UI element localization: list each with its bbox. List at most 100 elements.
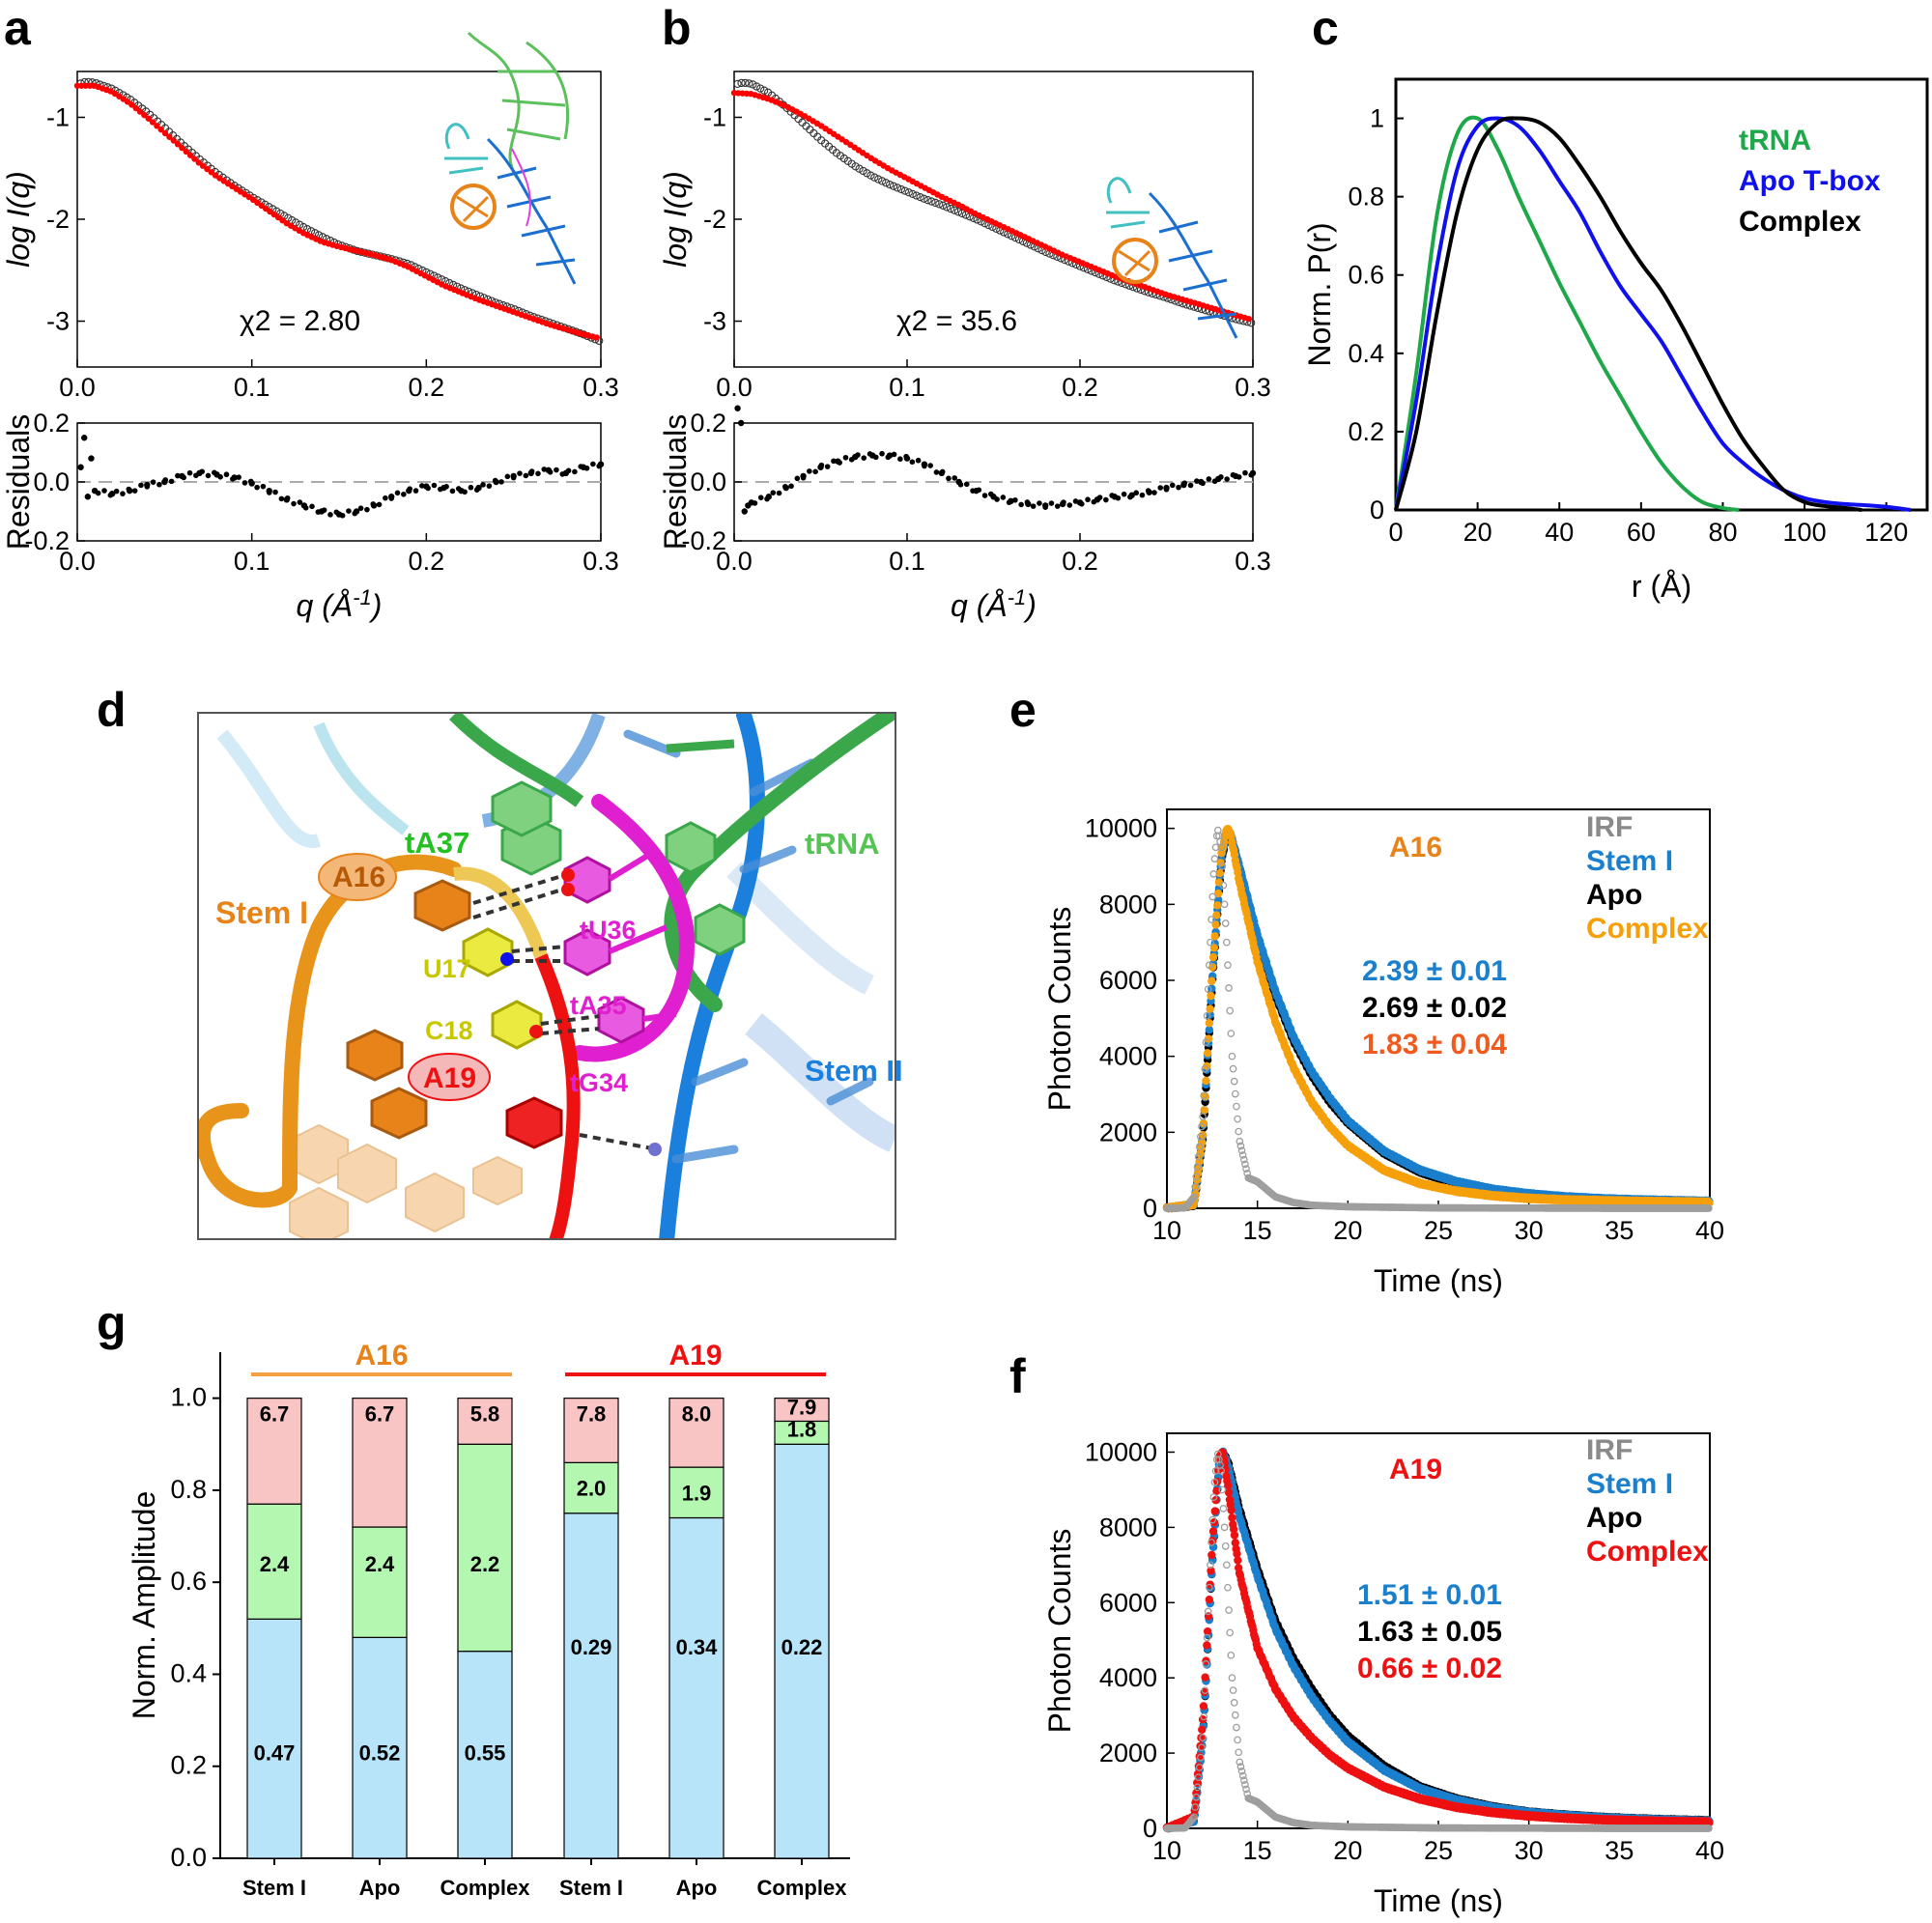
decay-point-irf xyxy=(1222,938,1231,947)
residual-point xyxy=(84,494,92,500)
data-point-fit xyxy=(170,137,177,144)
residual-point xyxy=(437,486,443,493)
chi-square-annotation: χ2 = 35.6 xyxy=(896,305,1017,337)
y-axis-label: Photon Counts xyxy=(1042,907,1077,1112)
residual-point xyxy=(1006,499,1012,505)
inset-stem xyxy=(1148,191,1238,339)
residual-point xyxy=(1211,478,1218,485)
residual-point xyxy=(284,495,291,501)
residual-point xyxy=(376,501,383,508)
residual-point xyxy=(818,462,825,468)
residual-point xyxy=(412,488,419,494)
label-A19: A19 xyxy=(423,1062,476,1094)
data-point-experimental xyxy=(737,78,746,88)
y-tick-label: -0.2 xyxy=(24,526,70,555)
residual-point xyxy=(346,508,352,514)
data-point-fit xyxy=(136,108,144,115)
x-axis-label: q (Å-1) xyxy=(297,585,383,624)
decay-point-irf xyxy=(1233,1102,1240,1111)
y-tick-label: 0 xyxy=(1370,495,1384,524)
residual-point xyxy=(131,488,138,494)
data-point-experimental xyxy=(867,171,875,180)
panel-label-a: a xyxy=(4,1,32,55)
residual-point xyxy=(952,475,958,481)
decay-point-irf xyxy=(1210,855,1219,863)
residual-point xyxy=(394,490,401,496)
data-point-experimental xyxy=(756,84,765,93)
residual-point xyxy=(565,467,572,474)
residual-point xyxy=(842,454,849,461)
residual-point xyxy=(596,463,602,469)
data-point-experimental xyxy=(920,194,928,203)
residual-point xyxy=(150,479,156,485)
x-tick-label: 0.0 xyxy=(716,547,753,576)
residual-point xyxy=(933,469,940,475)
residual-point xyxy=(903,453,909,460)
residual-point xyxy=(963,481,970,488)
y-tick-label: -3 xyxy=(703,307,726,336)
inset-structure-thumbnail xyxy=(444,31,577,285)
data-point-experimental xyxy=(874,175,883,184)
residual-point xyxy=(824,464,831,469)
x-tick-label: 0.1 xyxy=(889,373,925,402)
data-point-experimental xyxy=(950,206,959,214)
y-tick-label: -1 xyxy=(703,102,726,131)
residual-point xyxy=(113,488,120,495)
residual-point xyxy=(1169,482,1176,489)
residual-point xyxy=(425,485,431,492)
x-axis-label: r (Å) xyxy=(1632,569,1691,604)
residual-point xyxy=(517,470,523,476)
panel-label-f: f xyxy=(1009,1349,1026,1403)
residual-point xyxy=(1042,504,1048,510)
residual-point xyxy=(734,405,741,411)
x-axis-label: q (Å-1) xyxy=(951,585,1037,624)
data-point-experimental xyxy=(893,184,902,192)
decay-point-complex xyxy=(1203,1049,1212,1058)
residual-point xyxy=(1061,499,1066,505)
y-tick-label: 1 xyxy=(1370,104,1384,133)
residual-point xyxy=(957,481,964,488)
residual-point xyxy=(1103,496,1109,503)
data-point-fit xyxy=(174,141,182,148)
inset-core xyxy=(1112,238,1158,284)
residual-point xyxy=(1115,495,1122,501)
residual-point xyxy=(302,505,309,511)
panel-f: 10 15 20 25 30 35 400200040006000800010000Phot… xyxy=(1042,1432,1724,1918)
residual-point xyxy=(315,509,322,515)
residual-point xyxy=(1127,494,1133,500)
residual-point xyxy=(138,482,144,489)
residual-point xyxy=(547,468,554,475)
residual-point xyxy=(988,491,994,497)
residual-point xyxy=(352,510,358,517)
residual-point xyxy=(1236,474,1242,480)
residual-point xyxy=(1054,503,1061,509)
decay-point-complex xyxy=(1205,1595,1214,1604)
decay-point-irf xyxy=(1227,1030,1236,1037)
data-point-fit xyxy=(199,162,207,169)
residual-point xyxy=(757,495,764,500)
data-point-fit xyxy=(179,144,185,152)
decay-point-complex xyxy=(1195,1752,1204,1761)
plot-frame xyxy=(1394,77,1929,512)
residual-point xyxy=(741,508,748,515)
residual-point xyxy=(1157,485,1164,491)
decay-point-irf xyxy=(1225,984,1233,992)
y-tick-label: 0 xyxy=(1143,1194,1157,1223)
residual-point xyxy=(242,480,248,486)
residual-point xyxy=(175,472,181,479)
residual-point xyxy=(272,489,278,495)
residual-point xyxy=(1000,495,1007,500)
label-U17: U17 xyxy=(423,954,471,983)
residual-point xyxy=(223,471,230,478)
data-point-experimental xyxy=(745,79,753,88)
residual-point xyxy=(510,474,517,481)
data-point-experimental xyxy=(916,192,924,202)
residual-point xyxy=(1024,499,1031,505)
panel-e: 10 15 20 25 30 35 400200040006000800010000Phot… xyxy=(1042,808,1724,1298)
residual-point xyxy=(1078,501,1085,507)
x-tick-label: 35 xyxy=(1605,1216,1634,1245)
x-tick-label: 40 xyxy=(1695,1216,1724,1245)
residual-point xyxy=(236,474,242,480)
